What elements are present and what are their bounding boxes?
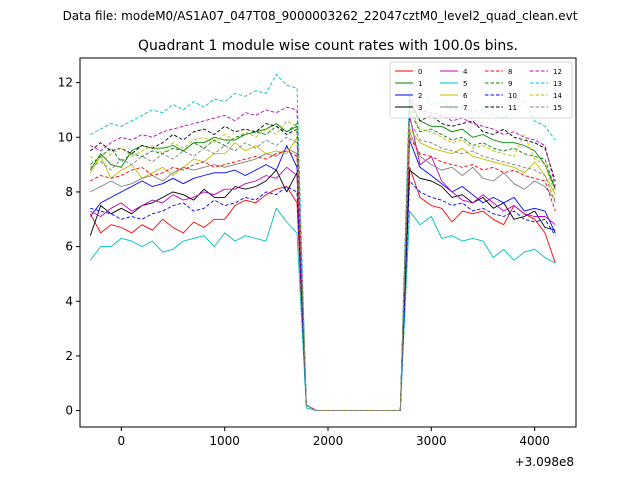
y-axis: 0 2 4 6 8 10 12 — [58, 76, 80, 418]
series-line-7 — [90, 131, 556, 412]
legend-label: 1 — [418, 80, 422, 88]
series-line-9 — [90, 109, 556, 412]
series-line-11 — [90, 104, 556, 412]
series-line-6 — [89, 128, 556, 412]
y-tick-label: 6 — [65, 240, 73, 254]
legend-label: 15 — [553, 104, 562, 112]
legend-label: 9 — [508, 80, 512, 88]
legend-box — [389, 61, 573, 119]
legend-label: 13 — [553, 80, 562, 88]
series-line-2 — [89, 139, 556, 412]
y-tick-label: 12 — [58, 76, 73, 90]
chart-title: Quadrant 1 module wise count rates with … — [138, 38, 518, 54]
legend-label: 4 — [463, 68, 468, 76]
x-offset-label: +3.098e8 — [515, 455, 574, 469]
series-line-1 — [89, 98, 556, 412]
y-tick-label: 8 — [65, 185, 73, 199]
x-tick-label: 3000 — [416, 434, 447, 448]
x-axis: 0 1000 2000 3000 4000 — [118, 427, 550, 448]
legend-label: 2 — [418, 92, 422, 100]
plot-lines — [89, 73, 556, 412]
series-line-0 — [89, 166, 556, 412]
series-line-12 — [90, 95, 556, 412]
y-tick-label: 10 — [58, 130, 73, 144]
legend-label: 5 — [463, 80, 467, 88]
x-tick-label: 0 — [118, 434, 126, 448]
chart-suptitle: Data file: modeM0/AS1A07_047T08_90000032… — [63, 9, 578, 23]
series-line-8 — [90, 136, 556, 412]
x-tick-label: 2000 — [313, 434, 344, 448]
legend-label: 14 — [553, 92, 562, 100]
series-line-14 — [90, 106, 556, 412]
y-tick-label: 4 — [65, 294, 73, 308]
legend-label: 8 — [508, 68, 512, 76]
series-line-13 — [90, 73, 556, 412]
legend-label: 6 — [463, 92, 468, 100]
legend-label: 3 — [418, 104, 422, 112]
legend-label: 12 — [553, 68, 562, 76]
legend-label: 10 — [508, 92, 517, 100]
series-line-5 — [89, 207, 556, 412]
series-line-3 — [89, 169, 556, 412]
legend-label: 7 — [463, 104, 467, 112]
x-tick-label: 1000 — [209, 434, 240, 448]
legend-label: 11 — [508, 104, 517, 112]
legend-label: 0 — [418, 68, 422, 76]
x-tick-label: 4000 — [519, 434, 550, 448]
y-tick-label: 0 — [65, 404, 73, 418]
series-line-10 — [90, 180, 556, 412]
y-tick-label: 2 — [65, 349, 73, 363]
series-line-15 — [90, 120, 556, 412]
